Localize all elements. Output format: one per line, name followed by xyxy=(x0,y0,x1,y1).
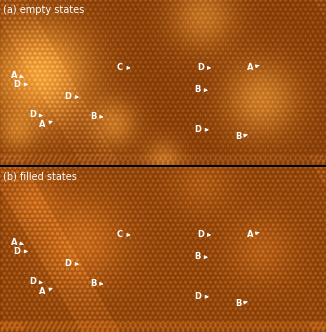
Text: B: B xyxy=(194,85,207,94)
Text: A: A xyxy=(247,63,259,72)
Text: A: A xyxy=(38,120,52,129)
Text: D: D xyxy=(29,110,42,119)
Text: A: A xyxy=(11,71,23,80)
Text: B: B xyxy=(90,112,103,121)
Text: A: A xyxy=(11,238,23,247)
Text: D: D xyxy=(195,125,208,134)
Text: D: D xyxy=(197,63,210,72)
Text: D: D xyxy=(65,92,78,101)
Text: A: A xyxy=(247,230,259,239)
Text: D: D xyxy=(14,80,27,89)
Text: B: B xyxy=(235,299,247,308)
Text: D: D xyxy=(29,277,42,286)
Text: A: A xyxy=(38,287,52,296)
Text: D: D xyxy=(65,259,78,268)
Text: B: B xyxy=(235,132,247,141)
Text: D: D xyxy=(195,292,208,301)
Text: C: C xyxy=(117,63,130,72)
Text: D: D xyxy=(14,247,27,256)
Text: (b) filled states: (b) filled states xyxy=(3,172,77,182)
Text: D: D xyxy=(197,230,210,239)
Text: (a) empty states: (a) empty states xyxy=(3,5,84,15)
Text: B: B xyxy=(194,252,207,261)
Text: B: B xyxy=(90,279,103,288)
Text: C: C xyxy=(117,230,130,239)
